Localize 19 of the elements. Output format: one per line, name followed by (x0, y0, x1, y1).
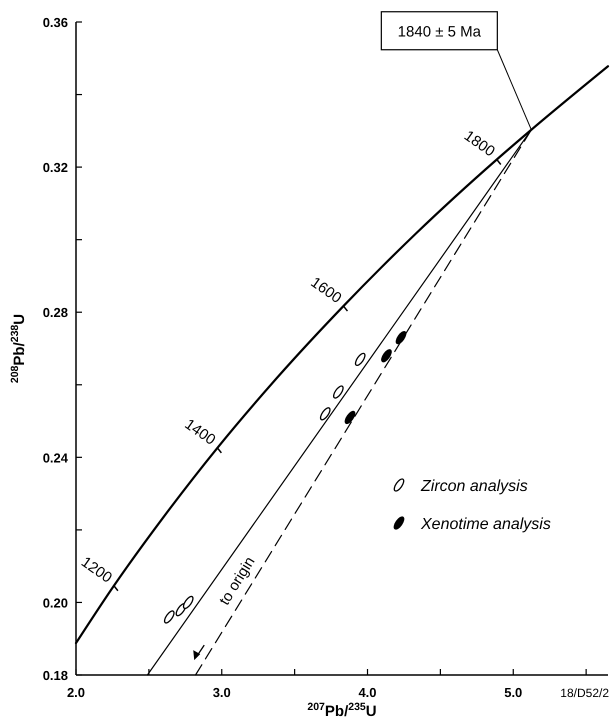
y-tick-label: 0.24 (42, 450, 69, 466)
x-axis-title: $^{207}$Pb/$^{235}$U (307, 701, 377, 720)
y-tick-label: 0.20 (42, 595, 68, 610)
y-tick-label: 0.28 (42, 305, 68, 320)
legend-label: Zircon analysis (420, 478, 528, 495)
annotation: 1800 (460, 127, 498, 160)
annotation: 1200 (78, 554, 116, 587)
text: 18/D52/2 (560, 686, 610, 700)
legend-label: Xenotime analysis (420, 516, 551, 533)
y-tick-label: 0.32 (42, 160, 68, 176)
annotation: 1840 ± 5 Ma (398, 24, 482, 41)
x-tick-label: 4.0 (358, 685, 377, 700)
x-tick-label: 2.0 (66, 685, 86, 700)
y-tick-label: 0.18 (42, 668, 68, 683)
x-tick-label: 5.0 (504, 685, 522, 700)
annotation: 1600 (307, 274, 345, 307)
y-tick-label: 0.36 (42, 15, 68, 30)
x-tick-label: 3.0 (212, 685, 231, 700)
annotation: 1400 (181, 416, 219, 449)
